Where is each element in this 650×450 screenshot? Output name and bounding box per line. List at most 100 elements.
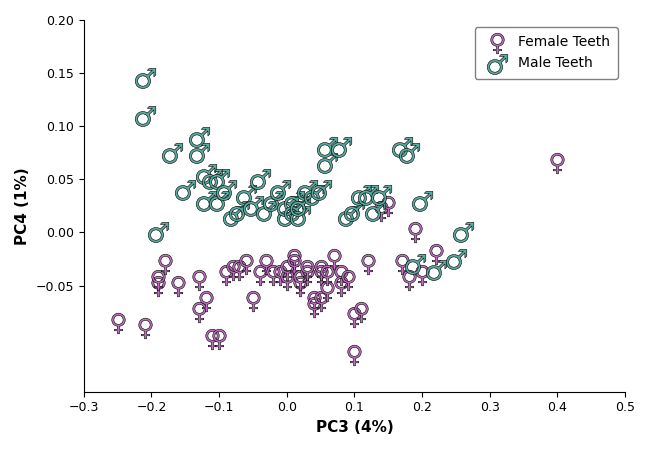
Female Teeth [220,271,231,279]
Male Teeth [417,197,427,204]
Male Teeth [396,144,407,151]
Y-axis label: PC4 (1%): PC4 (1%) [15,167,30,245]
Female Teeth [261,261,272,268]
Male Teeth [410,261,421,268]
Male Teeth [200,197,211,204]
Female Teeth [403,277,413,284]
Female Teeth [160,261,170,268]
Female Teeth [268,271,278,279]
Female Teeth [153,282,163,289]
Female Teeth [194,308,204,315]
Female Teeth [315,266,326,273]
X-axis label: PC3 (4%): PC3 (4%) [315,420,393,435]
Male Teeth [309,192,319,199]
Male Teeth [343,213,353,220]
Female Teeth [309,303,319,310]
Male Teeth [376,192,387,199]
Male Teeth [289,197,299,204]
Male Teeth [403,149,413,156]
Female Teeth [349,314,359,321]
Female Teeth [200,298,211,305]
Female Teeth [302,266,312,273]
Female Teeth [315,271,326,279]
Male Teeth [180,186,190,194]
Male Teeth [241,192,252,199]
Female Teeth [410,229,421,236]
Male Teeth [315,186,326,194]
Female Teeth [383,202,393,209]
Female Teeth [194,277,204,284]
Male Teeth [322,160,333,167]
Male Teeth [194,149,204,156]
Male Teeth [248,202,258,209]
Female Teeth [335,271,346,279]
Male Teeth [289,207,299,215]
Male Teeth [322,144,333,151]
Female Teeth [174,282,184,289]
Male Teeth [295,213,306,220]
Male Teeth [302,186,312,194]
Male Teeth [140,112,150,119]
Female Teeth [430,250,441,257]
Male Teeth [369,207,380,215]
Female Teeth [302,271,312,279]
Female Teeth [281,266,292,273]
Male Teeth [214,176,224,183]
Female Teeth [356,308,367,315]
Female Teeth [417,271,427,279]
Female Teeth [552,160,562,167]
Male Teeth [268,197,278,204]
Female Teeth [248,298,258,305]
Legend: Female Teeth, Male Teeth: Female Teeth, Male Teeth [474,27,618,79]
Male Teeth [430,266,441,273]
Female Teeth [309,298,319,305]
Male Teeth [295,202,306,209]
Female Teeth [363,261,373,268]
Female Teeth [295,277,306,284]
Female Teeth [227,266,238,273]
Male Teeth [335,144,346,151]
Female Teeth [140,324,150,332]
Male Teeth [363,192,373,199]
Male Teeth [356,192,367,199]
Female Teeth [396,261,407,268]
Female Teeth [349,351,359,358]
Male Teeth [450,255,461,262]
Female Teeth [234,266,244,273]
Female Teeth [254,271,265,279]
Male Teeth [261,207,272,215]
Female Teeth [281,277,292,284]
Male Teeth [349,207,359,215]
Female Teeth [207,335,218,342]
Male Teeth [227,213,238,220]
Female Teeth [112,319,123,326]
Male Teeth [458,229,468,236]
Female Teeth [275,271,285,279]
Female Teeth [322,287,333,294]
Male Teeth [281,202,292,209]
Female Teeth [329,255,339,262]
Female Teeth [289,261,299,268]
Male Teeth [207,176,218,183]
Female Teeth [376,207,387,215]
Female Teeth [335,282,346,289]
Female Teeth [322,271,333,279]
Female Teeth [214,335,224,342]
Female Teeth [153,277,163,284]
Male Teeth [153,229,163,236]
Female Teeth [241,261,252,268]
Male Teeth [275,186,285,194]
Male Teeth [234,207,244,215]
Male Teeth [166,149,177,156]
Female Teeth [315,298,326,305]
Female Teeth [295,282,306,289]
Male Teeth [200,171,211,178]
Female Teeth [343,277,353,284]
Male Teeth [220,186,231,194]
Male Teeth [254,176,265,183]
Male Teeth [140,75,150,82]
Male Teeth [214,197,224,204]
Female Teeth [289,255,299,262]
Male Teeth [194,133,204,140]
Male Teeth [281,213,292,220]
